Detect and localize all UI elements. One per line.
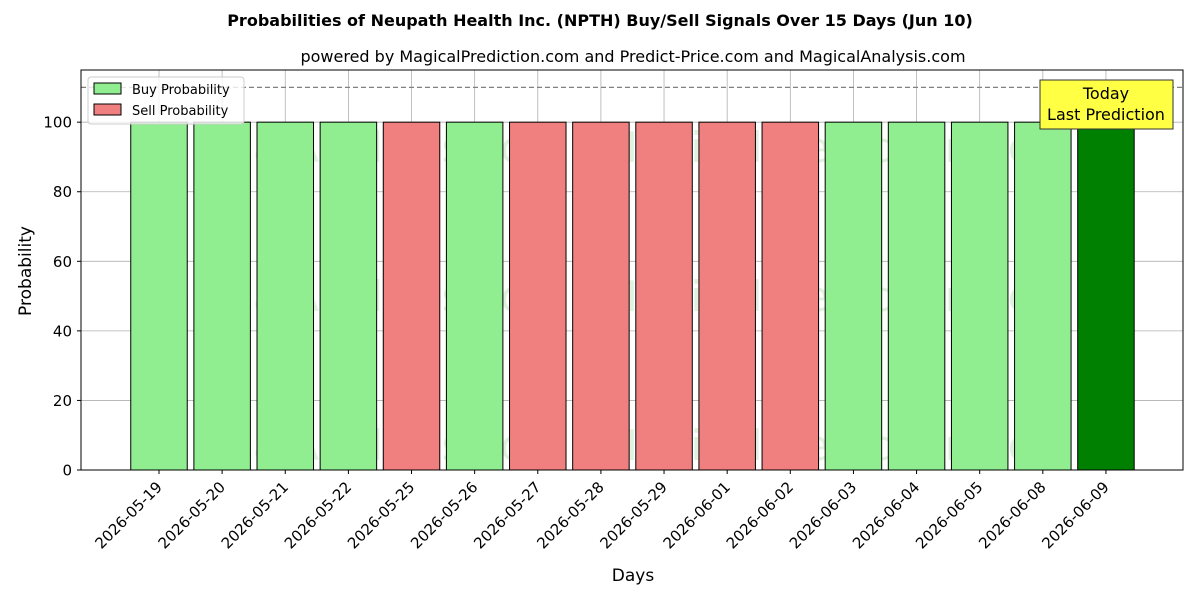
y-tick-label: 0 <box>62 462 72 480</box>
legend-label-sell: Sell Probability <box>132 104 229 119</box>
x-tick-label: 2026-05-22 <box>281 478 355 552</box>
y-ticks: 0 20 40 60 80 100 <box>43 114 81 480</box>
legend-swatch-sell <box>93 103 122 116</box>
bar-sell <box>572 121 630 471</box>
x-tick-label: 2026-05-20 <box>155 478 229 552</box>
x-tick-label: 2026-05-27 <box>470 478 544 552</box>
bar-buy <box>1014 121 1072 471</box>
bar-sell <box>761 121 820 471</box>
y-axis-label: Probability <box>16 226 36 316</box>
bar-buy <box>887 121 946 471</box>
legend-box <box>87 76 245 125</box>
bar-buy <box>824 121 883 471</box>
y-tick-label: 60 <box>53 253 72 271</box>
bar-sell <box>382 121 441 471</box>
x-tick-label: 2026-05-25 <box>344 478 418 552</box>
x-axis-label: Days <box>612 566 655 586</box>
x-tick-label: 2026-05-29 <box>596 478 670 552</box>
legend-swatch-buy <box>93 82 122 95</box>
x-tick-label: 2026-06-01 <box>660 478 734 552</box>
bar-sell <box>698 121 756 471</box>
chart-subtitle: powered by MagicalPrediction.com and Pre… <box>300 47 965 66</box>
bar-buy <box>130 121 188 471</box>
y-tick-label: 40 <box>53 322 72 340</box>
y-tick-label: 80 <box>53 183 72 201</box>
legend: Buy Probability Sell Probability <box>87 76 245 125</box>
x-tick-label: 2026-05-28 <box>533 478 607 552</box>
bar-buy <box>950 121 1009 471</box>
x-tick-label: 2026-06-04 <box>849 478 923 552</box>
x-tick-label: 2026-06-09 <box>1038 478 1112 552</box>
x-tick-label: 2026-05-19 <box>91 478 165 552</box>
today-annotation: Today Last Prediction <box>1039 79 1174 130</box>
chart-title: Probabilities of Neupath Health Inc. (NP… <box>227 11 973 30</box>
x-tick-label: 2026-06-05 <box>912 478 986 552</box>
bar-buy <box>256 121 315 471</box>
x-tick-label: 2026-06-08 <box>975 478 1049 552</box>
bar-buy <box>193 121 251 471</box>
y-tick-label: 20 <box>53 392 72 410</box>
legend-label-buy: Buy Probability <box>132 83 230 98</box>
y-tick-label: 100 <box>43 114 72 132</box>
bars <box>130 121 1135 471</box>
bar-buy <box>319 121 378 471</box>
x-tick-label: 2026-06-02 <box>723 478 797 552</box>
annotation-line1: Today <box>1082 84 1129 103</box>
annotation-line2: Last Prediction <box>1047 105 1165 124</box>
x-tick-label: 2026-06-03 <box>786 478 860 552</box>
axes <box>80 69 1184 471</box>
annotation-box <box>1039 79 1174 130</box>
x-tick-label: 2026-05-26 <box>407 478 481 552</box>
bar-sell <box>509 121 567 471</box>
x-tick-label: 2026-05-21 <box>218 478 292 552</box>
x-ticks: 2026-05-192026-05-202026-05-212026-05-22… <box>91 470 1113 552</box>
bar-buy <box>445 121 504 471</box>
plot-frame <box>80 69 1184 471</box>
bar-sell <box>635 121 693 471</box>
bar-today <box>1077 121 1135 471</box>
